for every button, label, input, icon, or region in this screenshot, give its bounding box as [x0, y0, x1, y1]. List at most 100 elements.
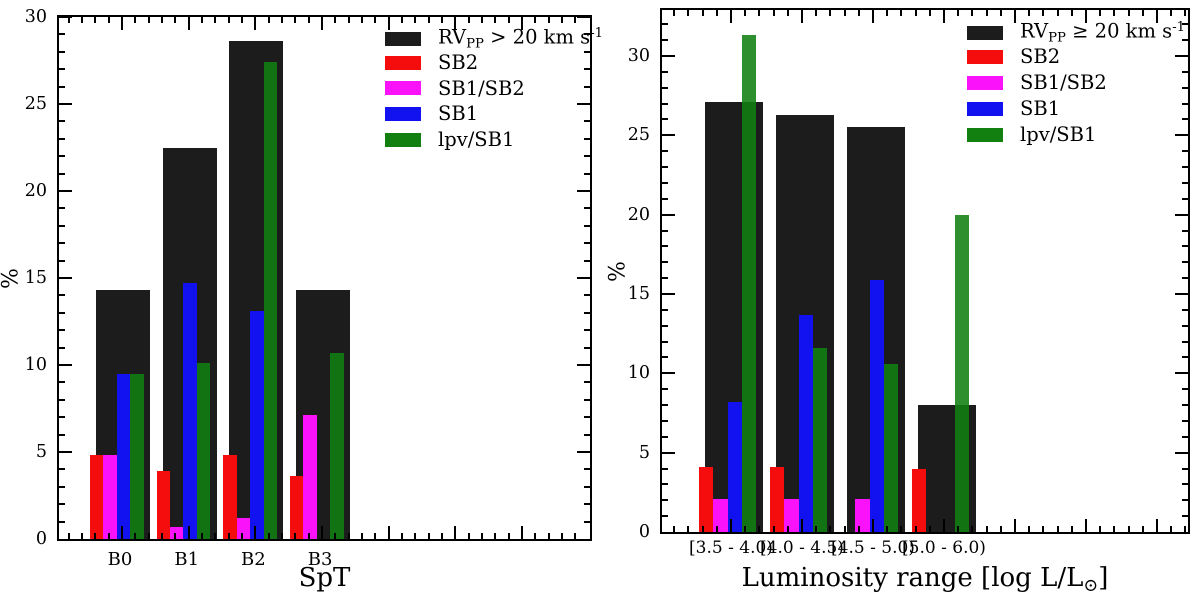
- x-minor-tick: [507, 17, 510, 23]
- bar-sb1sb2-1: [170, 526, 184, 539]
- y-minor-tick: [1182, 277, 1188, 280]
- y-major-tick: [1175, 213, 1188, 216]
- x-minor-tick: [240, 17, 243, 23]
- y-minor-tick: [1182, 86, 1188, 89]
- x-minor-tick: [829, 10, 832, 16]
- x-major-tick: [1085, 519, 1087, 532]
- x-minor-tick: [201, 533, 203, 539]
- x-minor-tick: [1028, 526, 1031, 532]
- x-tick-label: B1: [174, 549, 200, 570]
- y-minor-tick: [584, 520, 590, 523]
- x-tick-label: B3: [307, 549, 333, 570]
- x-minor-tick: [360, 17, 363, 23]
- y-minor-tick: [584, 468, 590, 471]
- x-minor-tick: [886, 10, 889, 16]
- legend-swatch-sb1sb2: [967, 75, 1003, 90]
- y-minor-tick: [662, 499, 668, 502]
- y-minor-tick: [584, 416, 590, 419]
- legend-swatch-lpvsb1: [385, 132, 421, 147]
- y-major-tick: [577, 277, 590, 279]
- x-minor-tick: [1056, 526, 1059, 532]
- y-minor-tick: [584, 346, 590, 349]
- legend-swatch-sb2: [967, 49, 1003, 64]
- legend-item-sb1sb2: SB1/SB2: [385, 79, 525, 99]
- x-minor-tick: [547, 533, 550, 539]
- legend-swatch-rvpp: [385, 31, 421, 46]
- bar-sb2-2: [223, 455, 237, 539]
- y-minor-tick: [584, 294, 590, 297]
- x-minor-tick: [1170, 526, 1173, 532]
- x-minor-tick: [1028, 10, 1031, 16]
- x-minor-tick: [1042, 10, 1045, 16]
- y-minor-tick: [59, 398, 65, 401]
- x-minor-tick: [574, 533, 577, 539]
- x-minor-tick: [744, 526, 747, 532]
- y-minor-tick: [1182, 324, 1188, 327]
- x-major-tick: [801, 10, 803, 23]
- x-minor-tick: [467, 17, 470, 23]
- y-minor-tick: [662, 197, 668, 200]
- x-minor-tick: [294, 17, 297, 23]
- x-minor-tick: [201, 17, 203, 23]
- x-minor-tick: [857, 10, 860, 16]
- x-minor-tick: [687, 10, 690, 16]
- x-minor-tick: [67, 533, 70, 539]
- x-minor-tick: [494, 533, 497, 539]
- bar-sb1sb2-2: [855, 498, 870, 532]
- bar-sb1-2: [250, 311, 264, 539]
- y-tick-label: 5: [638, 442, 650, 463]
- bar-sb2-0: [699, 466, 714, 532]
- x-minor-tick: [971, 10, 974, 16]
- y-minor-tick: [662, 467, 668, 470]
- y-tick-label: 10: [627, 363, 650, 384]
- legend-item-rvpp: RVPP ≥ 20 km s-1: [967, 21, 1185, 45]
- y-minor-tick: [59, 242, 65, 245]
- y-minor-tick: [584, 85, 590, 88]
- y-minor-tick: [662, 150, 668, 153]
- x-minor-tick: [772, 526, 775, 532]
- y-minor-tick: [584, 503, 590, 506]
- y-minor-tick: [662, 435, 668, 438]
- x-tick-label: B2: [241, 549, 266, 570]
- y-minor-tick: [59, 503, 65, 506]
- y-major-tick: [1175, 293, 1188, 295]
- y-minor-tick: [59, 416, 65, 419]
- x-major-tick: [1014, 519, 1016, 532]
- x-minor-tick: [999, 10, 1002, 16]
- y-major-tick: [577, 16, 590, 18]
- y-minor-tick: [1182, 356, 1188, 359]
- legend-swatch-sb1: [967, 101, 1003, 116]
- y-minor-tick: [662, 23, 668, 26]
- x-major-tick: [320, 526, 323, 539]
- y-tick-label: 20: [24, 181, 47, 201]
- axis-title-y: %: [605, 261, 631, 282]
- x-minor-tick: [334, 533, 337, 539]
- x-minor-tick: [1141, 10, 1144, 16]
- y-major-tick: [1175, 55, 1188, 57]
- x-major-tick: [254, 526, 257, 539]
- y-minor-tick: [584, 33, 590, 36]
- bar-sb1sb2-0: [103, 455, 117, 539]
- y-minor-tick: [662, 166, 668, 169]
- x-minor-tick: [715, 10, 718, 16]
- plot-area: 0 5 10 15 20 25 30 [3.5 - 4.0) [4.0 - 4.5) [4.5 -…: [628, 8, 1190, 596]
- y-minor-tick: [59, 33, 65, 36]
- y-minor-tick: [59, 224, 65, 227]
- bar-lpvsb1-0: [741, 35, 757, 532]
- bar-sb2-0: [89, 455, 104, 539]
- y-minor-tick: [662, 419, 668, 422]
- x-minor-tick: [67, 17, 70, 23]
- bar-sb1-1: [798, 314, 813, 532]
- plot-area: 0 5 10 15 20 25 30 B0 B1 B2 B3 SpT RVPP > 20 km s-1 S…: [25, 7, 603, 593]
- y-minor-tick: [584, 137, 590, 140]
- y-minor-tick: [1182, 435, 1188, 438]
- x-major-tick: [943, 10, 945, 23]
- y-minor-tick: [662, 118, 668, 121]
- y-minor-tick: [59, 137, 65, 140]
- axis-title-x: SpT: [298, 563, 351, 593]
- y-tick-label: 10: [24, 355, 47, 375]
- x-minor-tick: [267, 17, 270, 23]
- bar-sb1-1: [183, 283, 197, 539]
- y-tick-label: 30: [627, 46, 650, 66]
- y-minor-tick: [662, 86, 668, 89]
